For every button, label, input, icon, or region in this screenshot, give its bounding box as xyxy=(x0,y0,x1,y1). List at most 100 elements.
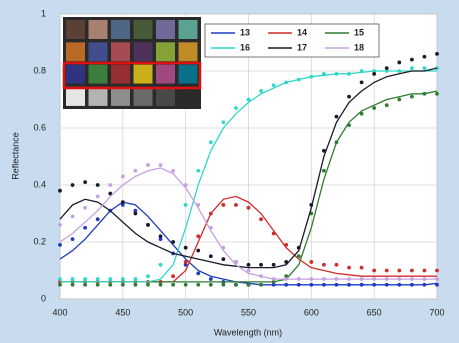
measured-point xyxy=(423,66,427,70)
measured-point xyxy=(372,72,376,76)
measured-point xyxy=(247,206,251,210)
measured-point xyxy=(71,237,75,241)
measured-point xyxy=(71,277,75,281)
legend-box xyxy=(205,24,379,57)
measured-point xyxy=(71,283,75,287)
color-patch xyxy=(89,20,108,39)
measured-point xyxy=(171,274,175,278)
measured-point xyxy=(410,277,414,281)
measured-point xyxy=(58,189,62,193)
measured-point xyxy=(284,260,288,264)
measured-point xyxy=(221,257,225,261)
measured-point xyxy=(297,246,301,250)
measured-point xyxy=(196,203,200,207)
measured-point xyxy=(234,283,238,287)
measured-point xyxy=(423,283,427,287)
measured-point xyxy=(397,69,401,73)
measured-point xyxy=(284,243,288,247)
measured-point xyxy=(322,283,326,287)
measured-point xyxy=(360,81,364,85)
color-patch xyxy=(89,42,108,61)
measured-point xyxy=(297,78,301,82)
measured-point xyxy=(335,277,339,281)
measured-point xyxy=(410,58,414,62)
color-patch xyxy=(111,65,130,84)
color-patch xyxy=(66,87,85,106)
measured-point xyxy=(309,283,313,287)
measured-point xyxy=(83,277,87,281)
measured-point xyxy=(284,81,288,85)
measured-point xyxy=(423,55,427,59)
color-patch xyxy=(66,20,85,39)
measured-point xyxy=(83,226,87,230)
legend-label: 14 xyxy=(297,27,307,37)
measured-point xyxy=(159,263,163,267)
measured-point xyxy=(347,95,351,99)
y-tick-label: 0.2 xyxy=(33,236,46,246)
measured-point xyxy=(259,274,263,278)
measured-point xyxy=(96,217,100,221)
measured-point xyxy=(247,269,251,273)
measured-point xyxy=(360,69,364,73)
measured-point xyxy=(71,183,75,187)
color-patch xyxy=(89,87,108,106)
measured-point xyxy=(221,283,225,287)
measured-point xyxy=(259,283,263,287)
measured-point xyxy=(209,212,213,216)
measured-point xyxy=(234,106,238,110)
color-patch xyxy=(179,65,198,84)
measured-point xyxy=(171,240,175,244)
measured-point xyxy=(360,283,364,287)
measured-point xyxy=(309,260,313,264)
measured-point xyxy=(284,277,288,281)
measured-point xyxy=(284,283,288,287)
y-tick-label: 1 xyxy=(41,8,46,18)
measured-point xyxy=(221,120,225,124)
measured-point xyxy=(397,283,401,287)
measured-point xyxy=(335,283,339,287)
measured-point xyxy=(247,98,251,102)
measured-point xyxy=(209,283,213,287)
measured-point xyxy=(83,283,87,287)
legend-label: 13 xyxy=(240,27,250,37)
measured-point xyxy=(58,283,62,287)
measured-point xyxy=(184,203,188,207)
measured-point xyxy=(309,75,313,79)
measured-point xyxy=(347,283,351,287)
measured-point xyxy=(159,283,163,287)
color-patch xyxy=(134,87,153,106)
measured-point xyxy=(423,92,427,96)
legend-label: 16 xyxy=(240,42,250,52)
measured-point xyxy=(209,140,213,144)
y-tick-label: 0.6 xyxy=(33,122,46,132)
chart: Wavelength (nm) Reflectance 00.20.40.60.… xyxy=(0,0,459,343)
color-patch xyxy=(156,42,175,61)
measured-point xyxy=(196,283,200,287)
measured-point xyxy=(385,269,389,273)
measured-point xyxy=(435,269,439,273)
measured-point xyxy=(159,234,163,238)
measured-point xyxy=(272,232,276,236)
measured-point xyxy=(272,263,276,267)
measured-point xyxy=(83,206,87,210)
x-tick-label: 650 xyxy=(367,307,382,317)
color-patch xyxy=(156,87,175,106)
color-patch xyxy=(134,20,153,39)
measured-point xyxy=(259,217,263,221)
measured-point xyxy=(234,203,238,207)
measured-point xyxy=(397,269,401,273)
measured-point xyxy=(209,277,213,281)
measured-point xyxy=(259,89,263,93)
legend-label: 17 xyxy=(297,42,307,52)
measured-point xyxy=(322,277,326,281)
measured-point xyxy=(322,149,326,153)
measured-point xyxy=(196,169,200,173)
measured-point xyxy=(335,140,339,144)
measured-point xyxy=(385,103,389,107)
measured-point xyxy=(58,277,62,281)
color-patch xyxy=(89,65,108,84)
x-tick-label: 500 xyxy=(178,307,193,317)
measured-point xyxy=(121,283,125,287)
measured-point xyxy=(184,246,188,250)
measured-point xyxy=(397,61,401,65)
